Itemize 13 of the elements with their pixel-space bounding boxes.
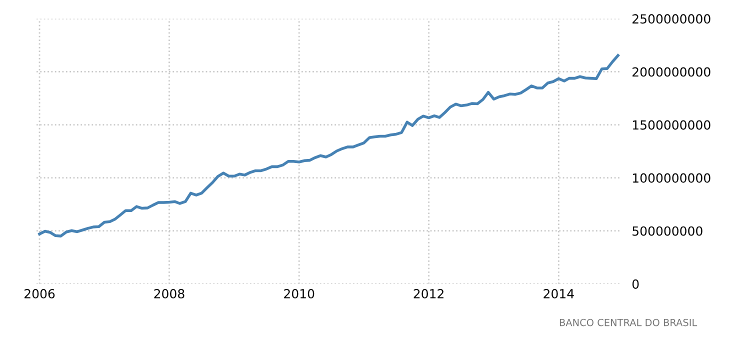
text: BANCO CENTRAL DO BRASIL bbox=[560, 318, 698, 326]
x-tick-label: 2008 bbox=[154, 288, 184, 298]
y-tick-label: 1000000000 bbox=[632, 173, 710, 183]
y-tick-label: 2000000000 bbox=[632, 67, 710, 77]
x-tick-label: 2014 bbox=[544, 288, 574, 298]
y-tick-label: 0 bbox=[632, 279, 639, 289]
x-tick-label: 2012 bbox=[414, 288, 444, 298]
x-tick-label: 2006 bbox=[24, 288, 55, 298]
y-tick-label: 500000000 bbox=[632, 226, 702, 236]
y-tick-label: 2500000000 bbox=[632, 14, 710, 24]
x-tick-label: 2010 bbox=[284, 288, 314, 298]
y-tick-label: 1500000000 bbox=[632, 120, 710, 130]
line-series bbox=[38, 54, 620, 238]
